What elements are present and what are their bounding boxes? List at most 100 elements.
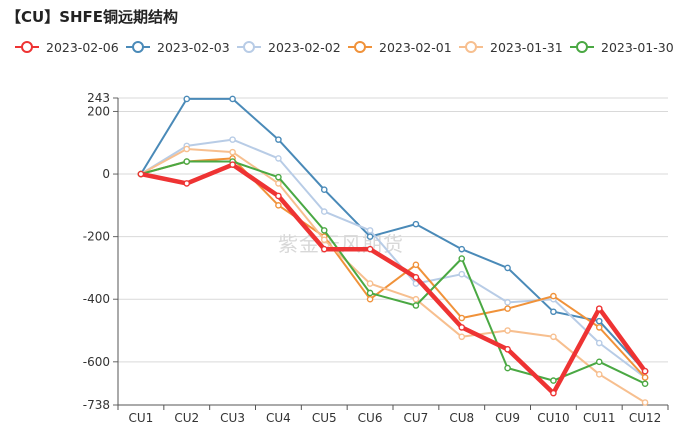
data-point-2023-01-31 xyxy=(458,333,466,341)
series-line-2023-01-31 xyxy=(139,148,647,404)
data-point-2023-02-06 xyxy=(320,245,328,253)
data-point-2023-01-31 xyxy=(275,180,282,187)
data-point-2023-02-01 xyxy=(595,324,603,331)
legend-item[interactable]: 2023-02-02 xyxy=(236,36,341,58)
data-point-2023-02-03 xyxy=(412,220,420,228)
data-point-2023-02-02 xyxy=(458,270,466,278)
data-point-2023-01-30 xyxy=(183,158,191,165)
x-tick-label: CU12 xyxy=(629,411,661,425)
data-point-2023-02-06 xyxy=(275,192,282,200)
legend-marker-icon xyxy=(126,41,150,53)
data-point-2023-02-03 xyxy=(458,245,466,253)
series-line-2023-02-02 xyxy=(139,138,647,379)
data-point-2023-01-30 xyxy=(275,173,282,181)
data-point-2023-02-06 xyxy=(366,245,374,253)
data-point-2023-02-02 xyxy=(366,227,374,234)
legend-item[interactable]: 2023-02-06 xyxy=(14,36,119,58)
legend: 2023-02-06 2023-02-03 2023-02-02 2023-02-01… xyxy=(0,36,700,58)
data-point-2023-01-30 xyxy=(320,227,328,234)
data-point-2023-02-06 xyxy=(229,161,236,168)
legend-label: 2023-02-01 xyxy=(379,39,452,55)
data-point-2023-01-31 xyxy=(595,371,603,378)
data-point-2023-01-30 xyxy=(458,255,466,262)
data-point-2023-01-31 xyxy=(550,333,557,341)
data-point-2023-02-06 xyxy=(137,170,145,178)
legend-label: 2023-02-02 xyxy=(268,39,341,55)
y-tick-label: -600 xyxy=(83,355,110,369)
data-point-2023-02-02 xyxy=(229,136,236,143)
data-point-2023-01-30 xyxy=(550,377,557,384)
x-tick-label: CU2 xyxy=(174,411,199,425)
chart-title: 【CU】SHFE铜远期结构 xyxy=(6,8,179,26)
x-tick-label: CU8 xyxy=(449,411,474,425)
data-point-2023-02-03 xyxy=(366,233,374,240)
legend-label: 2023-02-06 xyxy=(46,39,119,55)
x-tick-label: CU3 xyxy=(220,411,245,425)
data-point-2023-02-02 xyxy=(504,299,511,306)
legend-item[interactable]: 2023-01-30 xyxy=(569,36,674,58)
y-tick-label: 0 xyxy=(102,167,110,181)
x-tick-label: CU5 xyxy=(312,411,337,425)
data-point-2023-02-03 xyxy=(320,186,328,193)
data-point-2023-01-31 xyxy=(183,145,191,153)
series-line-2023-02-01 xyxy=(139,157,647,379)
x-tick-label: CU7 xyxy=(404,411,429,425)
data-point-2023-01-30 xyxy=(641,380,649,388)
y-tick-label: -200 xyxy=(83,230,110,244)
data-point-2023-01-31 xyxy=(229,148,236,156)
y-tick-label: 200 xyxy=(87,104,110,118)
legend-marker-icon xyxy=(570,41,594,53)
data-point-2023-02-01 xyxy=(275,202,282,209)
legend-item[interactable]: 2023-02-01 xyxy=(347,36,452,58)
legend-label: 2023-02-03 xyxy=(157,39,230,55)
data-point-2023-02-02 xyxy=(412,280,420,287)
data-point-2023-01-30 xyxy=(595,358,603,366)
data-point-2023-02-02 xyxy=(595,339,603,347)
data-point-2023-02-06 xyxy=(595,305,603,312)
series-line-2023-02-06 xyxy=(138,162,648,396)
x-tick-label: CU6 xyxy=(358,411,383,425)
data-point-2023-01-31 xyxy=(412,295,420,303)
data-point-2023-02-06 xyxy=(183,180,191,187)
data-point-2023-02-03 xyxy=(550,308,557,316)
data-point-2023-01-30 xyxy=(366,289,374,297)
legend-item[interactable]: 2023-01-31 xyxy=(458,36,563,58)
legend-label: 2023-01-31 xyxy=(490,39,563,55)
legend-item[interactable]: 2023-02-03 xyxy=(125,36,230,58)
legend-marker-icon xyxy=(348,41,372,53)
data-point-2023-02-02 xyxy=(320,208,328,215)
legend-marker-icon xyxy=(459,41,483,53)
data-point-2023-02-06 xyxy=(458,324,466,331)
data-point-2023-02-01 xyxy=(504,305,511,312)
data-point-2023-02-06 xyxy=(504,345,511,353)
y-tick-label: -738 xyxy=(83,398,110,412)
x-tick-label: CU1 xyxy=(129,411,154,425)
data-point-2023-02-01 xyxy=(366,295,374,303)
data-point-2023-01-31 xyxy=(320,236,328,244)
data-point-2023-02-06 xyxy=(641,367,649,375)
data-point-2023-02-03 xyxy=(183,95,191,103)
data-point-2023-01-30 xyxy=(504,364,511,372)
series-line-2023-02-03 xyxy=(139,97,647,373)
data-point-2023-02-06 xyxy=(550,389,557,397)
y-tick-label: 243 xyxy=(87,91,110,105)
x-tick-label: CU9 xyxy=(495,411,520,425)
x-tick-label: CU10 xyxy=(537,411,569,425)
data-point-2023-02-01 xyxy=(550,292,557,300)
data-point-2023-01-31 xyxy=(641,399,649,406)
data-point-2023-02-03 xyxy=(595,317,603,325)
data-point-2023-02-06 xyxy=(412,274,420,281)
data-point-2023-02-03 xyxy=(275,136,282,143)
data-point-2023-01-31 xyxy=(504,327,511,334)
y-tick-label: -400 xyxy=(83,292,110,306)
data-point-2023-02-01 xyxy=(458,314,466,322)
legend-marker-icon xyxy=(15,41,39,53)
data-point-2023-01-31 xyxy=(366,280,374,287)
data-point-2023-02-01 xyxy=(412,261,420,269)
data-point-2023-02-03 xyxy=(229,95,236,103)
data-point-2023-02-02 xyxy=(275,155,282,162)
data-point-2023-01-30 xyxy=(412,302,420,309)
data-point-2023-02-03 xyxy=(504,264,511,272)
legend-label: 2023-01-30 xyxy=(601,39,674,55)
